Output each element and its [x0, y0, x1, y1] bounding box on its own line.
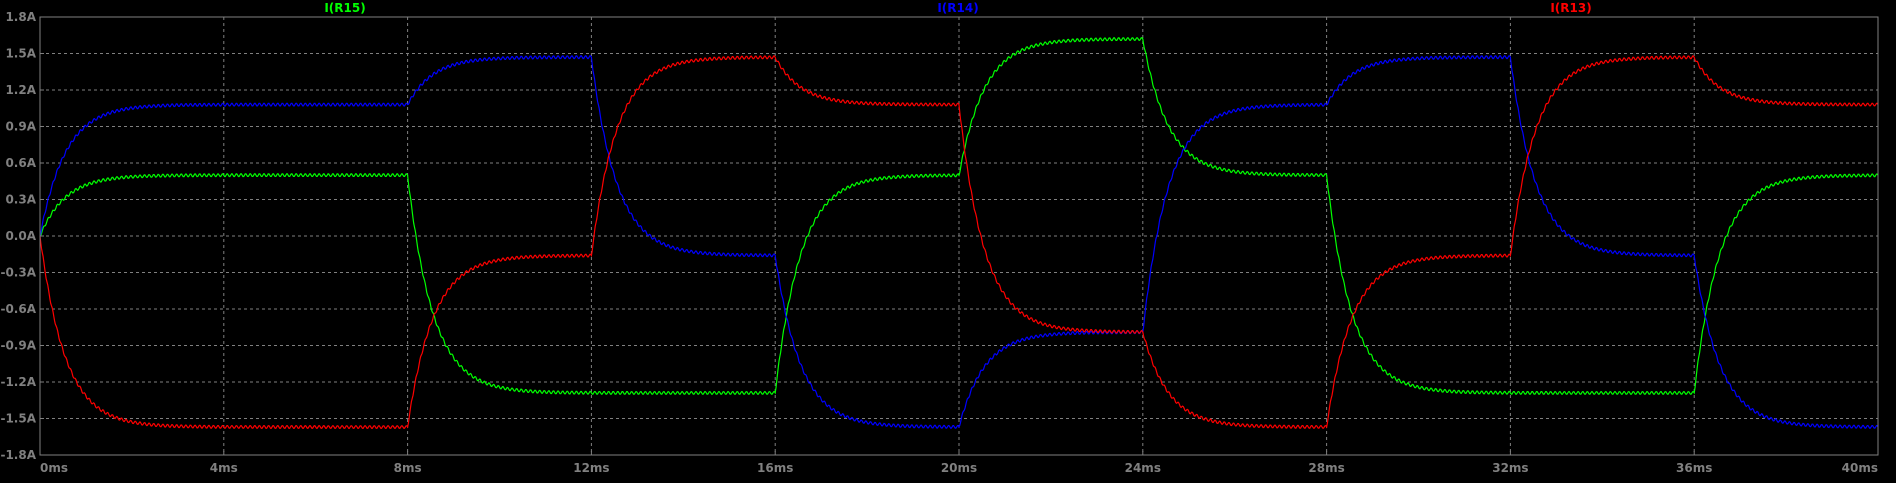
x-tick-label: 28ms — [1308, 461, 1344, 475]
y-tick-label: 0.9A — [5, 120, 36, 134]
y-tick-label: -1.5A — [0, 412, 36, 426]
y-tick-label: -0.6A — [0, 302, 36, 316]
x-tick-label: 4ms — [210, 461, 238, 475]
y-tick-label: 0.6A — [5, 156, 36, 170]
x-tick-label: 32ms — [1492, 461, 1528, 475]
x-tick-label: 24ms — [1125, 461, 1161, 475]
legend-label-ir13: I(R13) — [1550, 1, 1591, 15]
x-tick-label: 20ms — [941, 461, 977, 475]
legend: I(R15) I(R14) I(R13) — [324, 1, 1591, 15]
y-tick-label: 0.0A — [5, 229, 36, 243]
x-tick-label: 16ms — [757, 461, 793, 475]
y-tick-label: -0.3A — [0, 266, 36, 280]
axes: 0ms 4ms 8ms 12ms 16ms 20ms 24ms 28ms 32ms 36ms 40m… — [0, 10, 1879, 475]
plot-frame — [39, 16, 1879, 456]
trace-ir13 — [39, 55, 1879, 429]
trace-ir14 — [39, 55, 1879, 429]
y-tick-label: -1.2A — [0, 375, 36, 389]
legend-label-ir14: I(R14) — [937, 1, 978, 15]
x-tick-label: 40ms — [1842, 461, 1878, 475]
y-tick-label: -1.8A — [0, 448, 36, 462]
y-tick-label: 1.8A — [5, 10, 36, 24]
x-tick-label: 8ms — [394, 461, 422, 475]
y-tick-label: 0.3A — [5, 193, 36, 207]
grid — [40, 17, 1878, 455]
x-tick-label: 12ms — [573, 461, 609, 475]
legend-label-ir15: I(R15) — [324, 1, 365, 15]
series-traces — [39, 37, 1879, 429]
trace-ir15 — [39, 37, 1879, 395]
x-tick-label: 0ms — [40, 461, 68, 475]
y-tick-label: 1.5A — [5, 47, 36, 61]
y-tick-label: 1.2A — [5, 83, 36, 97]
x-tick-label: 36ms — [1676, 461, 1712, 475]
y-tick-label: -0.9A — [0, 339, 36, 353]
